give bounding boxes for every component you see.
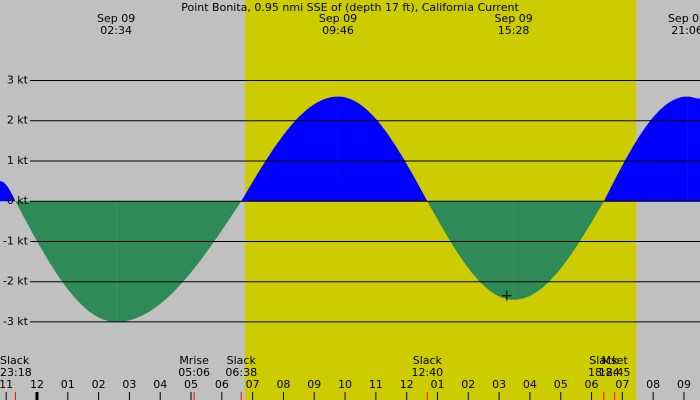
y-tick-label: 3 kt	[7, 73, 29, 86]
event-time: 18:45	[599, 366, 631, 379]
peak-time: 21:06	[671, 24, 700, 37]
flood-area	[603, 96, 688, 202]
ebb-area	[513, 201, 604, 300]
x-tick-label: 02	[92, 378, 106, 391]
y-tick-label: -2 kt	[3, 275, 29, 288]
x-tick-label: 08	[276, 378, 290, 391]
peak-date: Sep 09	[494, 12, 532, 25]
event-label: Slack	[0, 354, 30, 367]
event-time: 05:06	[178, 366, 210, 379]
event-label: Mrise	[179, 354, 209, 367]
x-tick-label: 06	[215, 378, 229, 391]
y-tick-label: 0 kt	[7, 194, 29, 207]
x-tick-label: 08	[646, 378, 660, 391]
x-tick-label: 09	[307, 378, 321, 391]
text-layer: Point Bonita, 0.95 nmi SSE of (depth 17 …	[0, 1, 700, 391]
flood-area	[0, 181, 16, 202]
area-layer	[0, 96, 700, 322]
peak-time: 09:46	[322, 24, 354, 37]
y-tick-label: 2 kt	[7, 114, 29, 127]
x-tick-label: 07	[246, 378, 260, 391]
y-tick-label: -3 kt	[3, 315, 29, 328]
x-tick-label: 12	[30, 378, 44, 391]
x-tick-label: 05	[554, 378, 568, 391]
x-tick-label: 04	[153, 378, 167, 391]
x-tick-label: 06	[585, 378, 599, 391]
x-tick-label: 11	[0, 378, 13, 391]
ebb-area	[427, 201, 514, 300]
x-tick-label: 12	[400, 378, 414, 391]
event-label: Slack	[413, 354, 443, 367]
event-time: 23:18	[0, 366, 32, 379]
y-tick-label: 1 kt	[7, 154, 29, 167]
ebb-area	[116, 201, 242, 322]
event-label: Slack	[589, 354, 619, 367]
x-tick-label: 03	[492, 378, 506, 391]
x-tick-label: 09	[677, 378, 691, 391]
peak-time: 15:28	[498, 24, 530, 37]
flood-area	[687, 96, 700, 202]
peak-date: Sep 09	[668, 12, 700, 25]
current-marker	[501, 290, 512, 301]
chart-title: Point Bonita, 0.95 nmi SSE of (depth 17 …	[181, 1, 519, 14]
y-tick-label: -1 kt	[3, 234, 29, 247]
event-time: 18:24	[588, 366, 620, 379]
peak-date: Sep 09	[319, 12, 357, 25]
event-time: 12:40	[411, 366, 443, 379]
x-tick-label: 01	[61, 378, 75, 391]
grid-layer	[5, 79, 700, 400]
x-tick-label: 07	[615, 378, 629, 391]
x-tick-label: 10	[338, 378, 352, 391]
flood-area	[337, 96, 428, 202]
x-tick-label: 02	[461, 378, 475, 391]
x-tick-label: 05	[184, 378, 198, 391]
ebb-area	[15, 201, 117, 322]
x-tick-label: 03	[122, 378, 136, 391]
event-label: Mset	[602, 354, 629, 367]
x-tick-label: 11	[369, 378, 383, 391]
flood-area	[241, 96, 338, 202]
event-label: Slack	[227, 354, 257, 367]
event-time: 06:38	[225, 366, 257, 379]
peak-date: Sep 09	[97, 12, 135, 25]
x-tick-label: 04	[523, 378, 537, 391]
peak-time: 02:34	[100, 24, 132, 37]
x-tick-label: 01	[431, 378, 445, 391]
